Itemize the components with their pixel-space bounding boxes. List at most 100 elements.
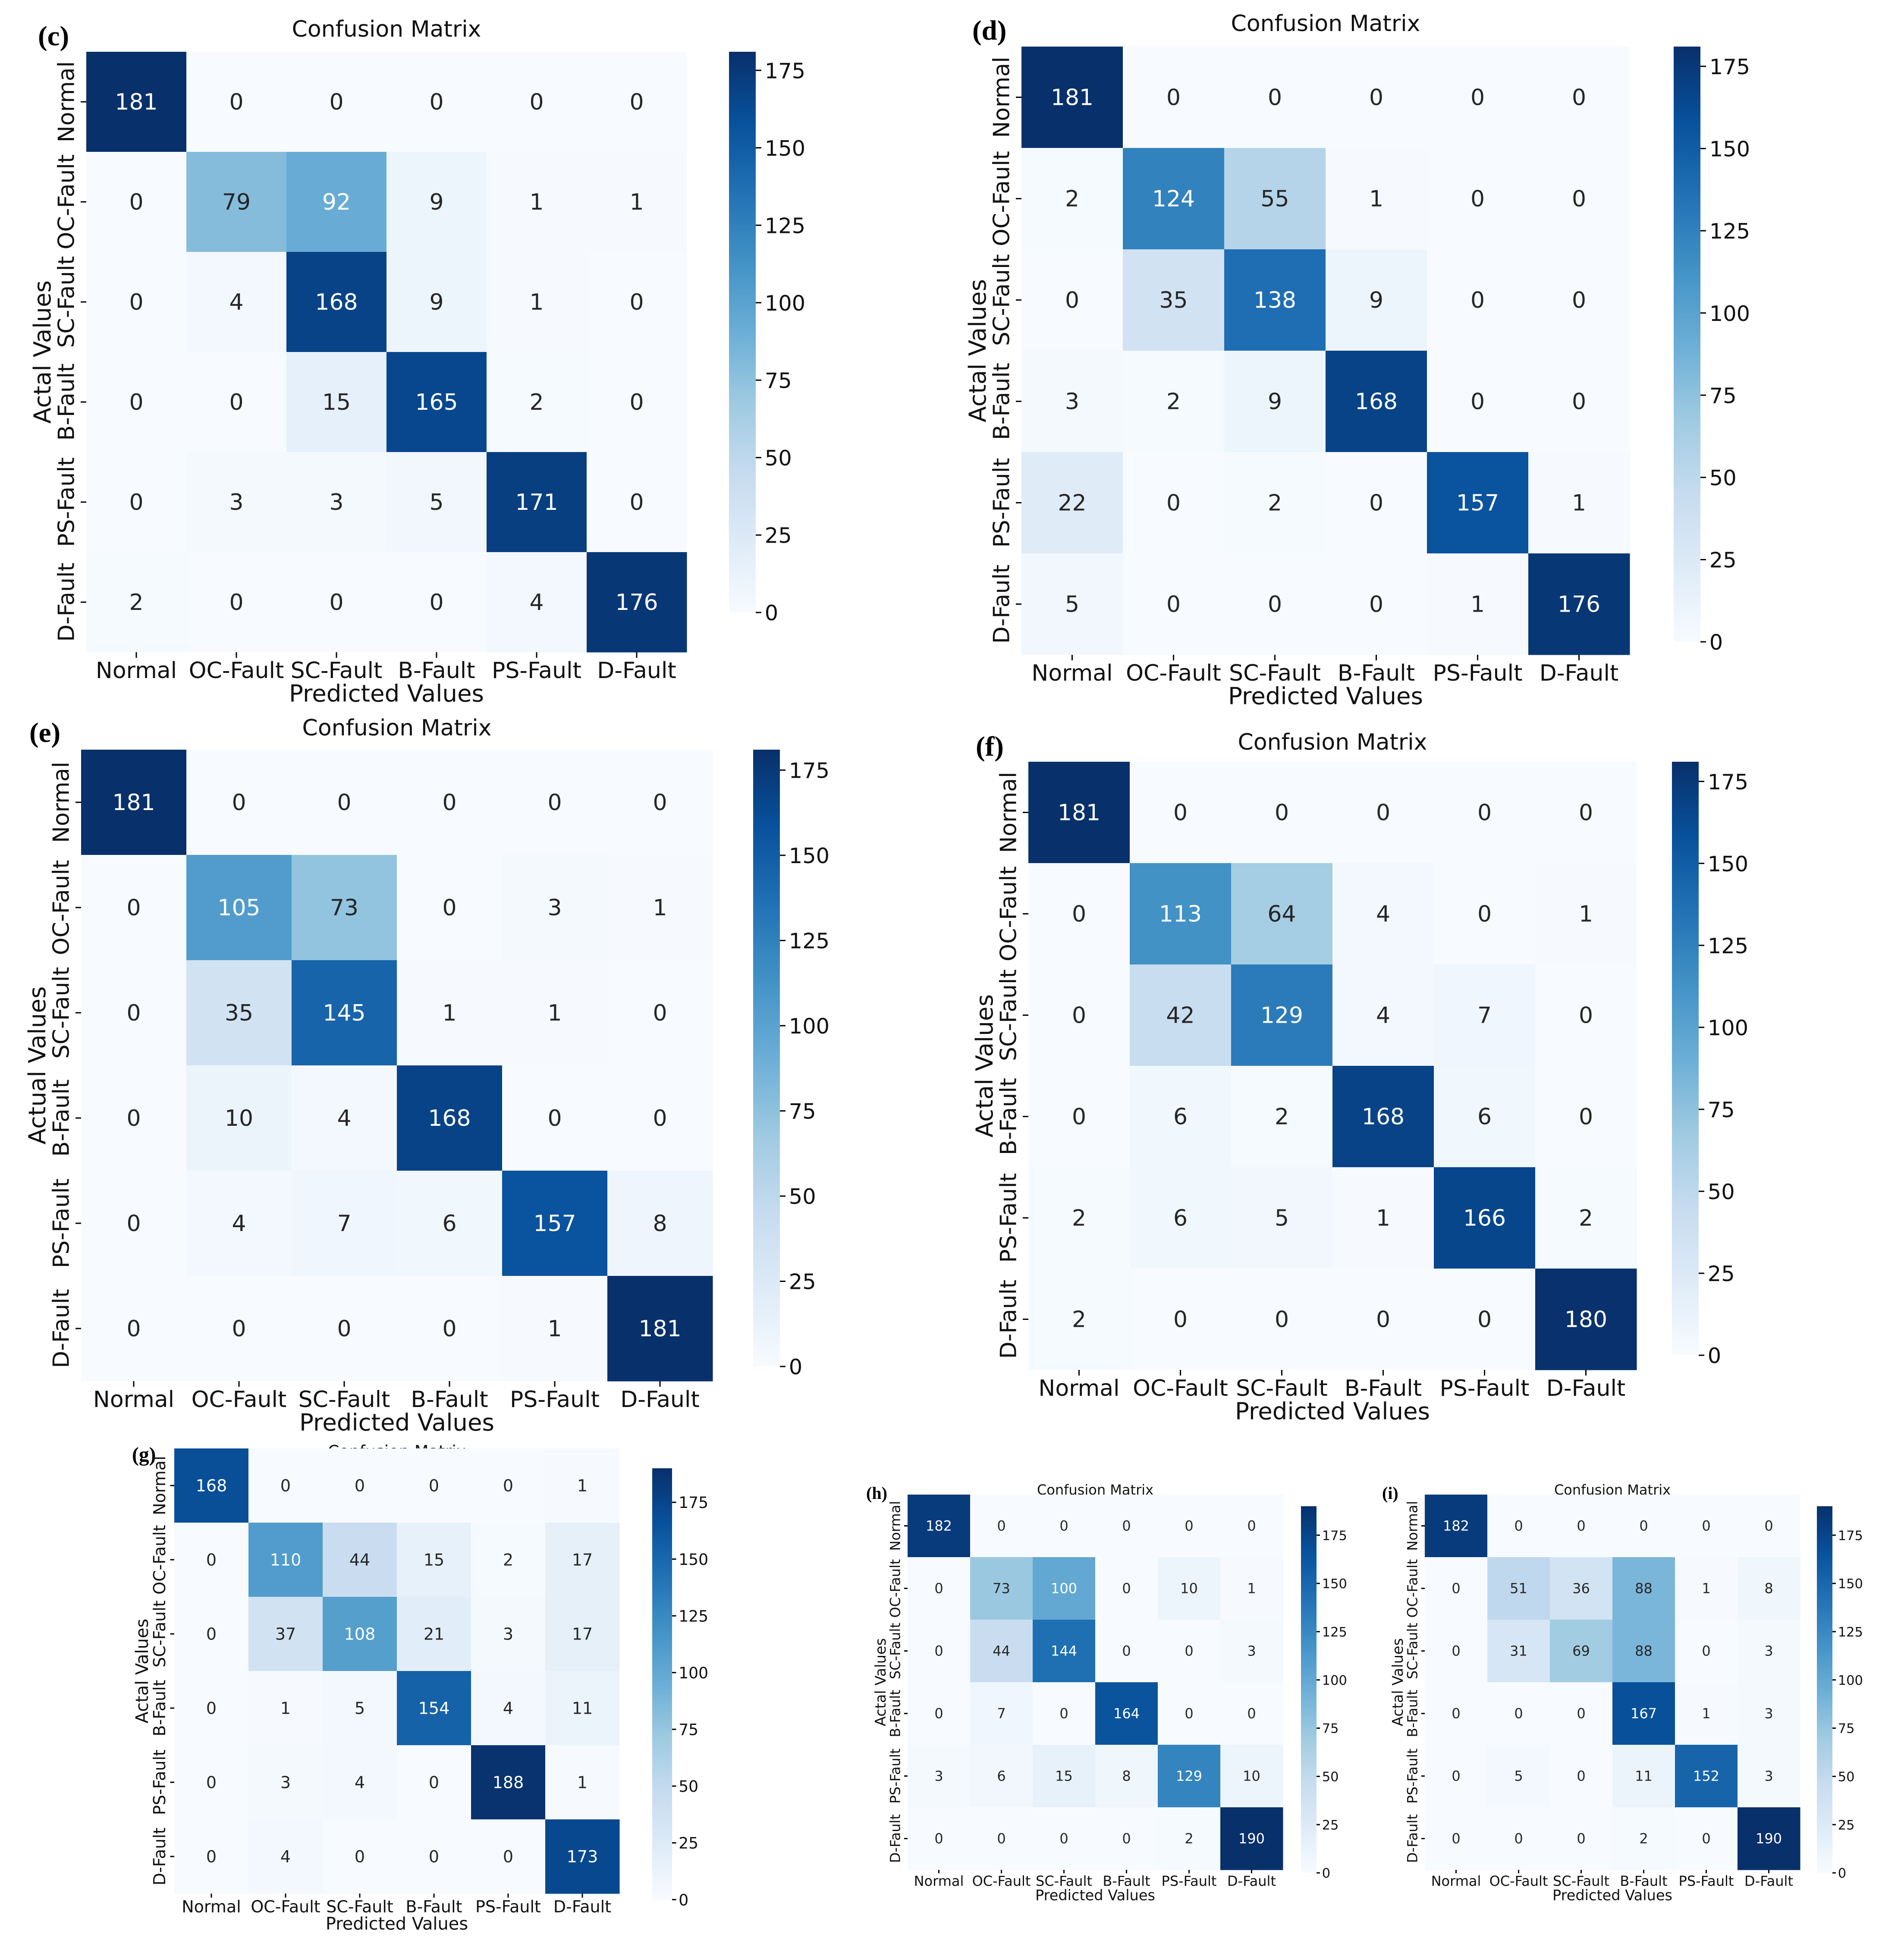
heatmap-cell <box>1528 249 1630 351</box>
heatmap-cell <box>1095 1557 1158 1620</box>
x-tick-label: SC-Fault <box>1236 1376 1328 1401</box>
cell-value: 0 <box>934 1831 943 1847</box>
cell-value: 4 <box>280 1847 291 1866</box>
heatmap-cell <box>1130 762 1232 864</box>
cell-value: 0 <box>1579 1104 1593 1130</box>
heatmap-cell <box>1738 1557 1800 1620</box>
cell-value: 0 <box>206 1773 217 1792</box>
cell-value: 129 <box>1176 1768 1202 1784</box>
cell-value: 0 <box>1764 1518 1773 1534</box>
heatmap-cell <box>186 750 292 855</box>
heatmap-cell <box>1434 1066 1536 1168</box>
cell-value: 171 <box>515 490 558 515</box>
heatmap-cell <box>908 1745 971 1808</box>
cell-value: 0 <box>1275 800 1289 826</box>
cell-value: 0 <box>1122 1831 1131 1847</box>
cell-value: 0 <box>126 1106 141 1131</box>
heatmap-cell <box>587 452 687 553</box>
cell-value: 73 <box>330 895 358 921</box>
cell-value: 157 <box>533 1211 576 1237</box>
cell-value: 7 <box>1477 1003 1492 1029</box>
heatmap-cell <box>1021 452 1123 554</box>
colorbar-tick-label: 175 <box>765 58 805 83</box>
cell-value: 1 <box>1702 1580 1710 1597</box>
cell-value: 0 <box>1471 85 1485 111</box>
heatmap-cell <box>186 855 292 961</box>
cell-value: 138 <box>1254 288 1296 314</box>
cell-value: 0 <box>1452 1643 1460 1659</box>
heatmap-cell <box>587 52 687 152</box>
y-tick-label: SC-Fault <box>53 256 79 348</box>
y-axis-label: Actal Values <box>28 280 56 424</box>
cell-value: 0 <box>429 1773 439 1792</box>
cell-value: 0 <box>206 1550 217 1569</box>
y-tick-label: D-Fault <box>48 1289 74 1368</box>
colorbar-tick-label: 150 <box>1709 137 1750 162</box>
x-tick-label: Normal <box>96 658 177 684</box>
y-tick-label: Normal <box>53 61 79 142</box>
heatmap-cell <box>545 1523 620 1597</box>
cell-value: 1 <box>547 1316 562 1342</box>
heatmap-cell <box>1550 1557 1613 1620</box>
heatmap-cell <box>1528 351 1630 452</box>
x-tick-label: PS-Fault <box>475 1897 541 1916</box>
heatmap-cell <box>1738 1495 1800 1558</box>
heatmap-cell <box>1612 1495 1675 1558</box>
cell-value: 0 <box>355 1476 365 1495</box>
chart-title: Confusion Matrix <box>1231 11 1420 37</box>
x-tick-label: B-Fault <box>1103 1873 1150 1889</box>
cell-value: 5 <box>429 490 443 515</box>
heatmap-cell <box>502 855 608 961</box>
cell-value: 168 <box>428 1106 471 1131</box>
heatmap-cell <box>248 1448 323 1523</box>
y-tick-label: D-Fault <box>150 1828 169 1885</box>
colorbar-tick-label: 50 <box>1709 465 1737 490</box>
heatmap-cell <box>908 1807 971 1870</box>
x-tick-label: OC-Fault <box>1126 660 1221 686</box>
heatmap-cell <box>186 1065 292 1171</box>
cell-value: 1 <box>629 189 644 215</box>
heatmap-cell <box>1535 1269 1637 1370</box>
heatmap-cell <box>607 1065 713 1171</box>
cell-value: 0 <box>329 89 343 115</box>
heatmap-cell <box>1535 1066 1637 1168</box>
heatmap-cell <box>1434 1167 1536 1269</box>
colorbar-tick-label: 100 <box>789 1014 830 1039</box>
cell-value: 188 <box>493 1773 524 1792</box>
heatmap-cell <box>1425 1557 1488 1620</box>
cell-value: 190 <box>1756 1831 1782 1847</box>
cell-value: 0 <box>1247 1518 1256 1534</box>
cell-value: 0 <box>1471 288 1485 314</box>
cell-value: 0 <box>1702 1831 1710 1847</box>
heatmap-cell <box>1425 1682 1488 1745</box>
heatmap-cell <box>1434 1269 1536 1370</box>
heatmap-cell <box>323 1523 397 1597</box>
cell-value: 0 <box>934 1706 943 1722</box>
cell-value: 0 <box>1452 1831 1460 1847</box>
cell-value: 4 <box>337 1106 351 1131</box>
heatmap-cell <box>1425 1745 1488 1808</box>
heatmap-cell <box>323 1448 397 1523</box>
x-tick-label: D-Fault <box>1227 1873 1276 1889</box>
y-tick-label: PS-Fault <box>48 1178 74 1268</box>
heatmap-cell <box>323 1597 397 1671</box>
cell-value: 0 <box>1477 1307 1492 1333</box>
colorbar-tick-label: 50 <box>1838 1770 1855 1785</box>
colorbar-tick-label: 100 <box>1322 1673 1347 1688</box>
cell-value: 1 <box>442 1000 456 1026</box>
heatmap-cell <box>1095 1620 1158 1683</box>
heatmap-cell <box>1487 1745 1550 1808</box>
panel-label: (f) <box>976 731 1004 762</box>
heatmap-cell <box>1612 1682 1675 1745</box>
cell-value: 181 <box>1051 85 1093 111</box>
heatmap-cell <box>1550 1682 1613 1745</box>
cell-value: 88 <box>1635 1580 1653 1597</box>
heatmap-cell <box>1224 249 1326 351</box>
cell-value: 0 <box>429 1847 439 1866</box>
heatmap-cell <box>1021 148 1123 250</box>
cell-value: 0 <box>1122 1643 1131 1659</box>
heatmap-cell <box>386 452 487 553</box>
cell-value: 1 <box>653 895 667 921</box>
colorbar-tick-label: 125 <box>789 929 830 954</box>
